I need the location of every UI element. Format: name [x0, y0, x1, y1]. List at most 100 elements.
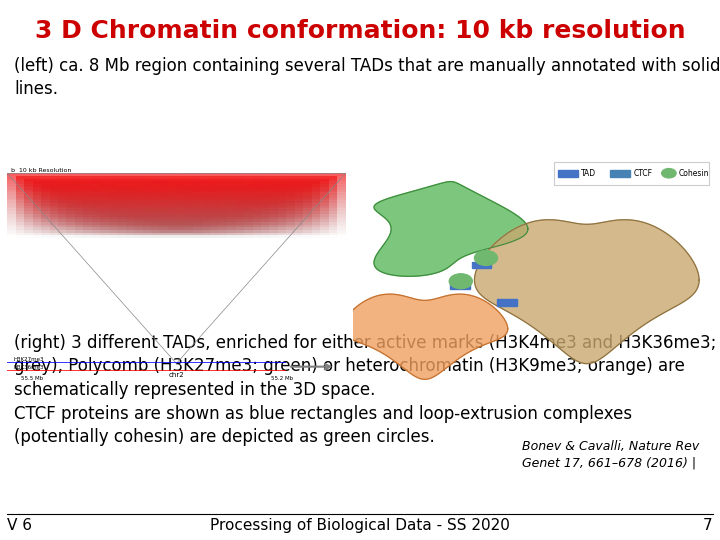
Bar — [168, 173, 176, 176]
Bar — [176, 206, 287, 208]
Bar — [219, 184, 261, 187]
Bar — [117, 238, 328, 241]
Bar — [24, 190, 84, 192]
Bar — [202, 187, 253, 190]
Bar — [16, 211, 143, 214]
Bar — [41, 208, 160, 211]
Bar — [7, 173, 16, 176]
Bar — [16, 252, 269, 254]
Bar — [202, 192, 269, 195]
Bar — [66, 187, 117, 190]
Bar — [235, 198, 320, 200]
Bar — [41, 173, 50, 176]
Bar — [151, 173, 159, 176]
Bar — [75, 252, 328, 254]
Bar — [269, 187, 320, 190]
Bar — [75, 200, 168, 203]
Bar — [75, 198, 160, 200]
Bar — [109, 238, 320, 241]
Bar — [160, 211, 287, 214]
Bar — [41, 268, 346, 271]
Bar — [219, 206, 328, 208]
Bar — [134, 200, 228, 203]
Bar — [160, 184, 202, 187]
Bar — [92, 195, 168, 198]
Bar — [261, 187, 312, 190]
Bar — [219, 176, 235, 179]
Bar — [202, 206, 312, 208]
Bar — [117, 195, 193, 198]
Bar — [50, 257, 320, 260]
Bar — [160, 200, 253, 203]
Bar — [303, 179, 328, 181]
Bar — [151, 198, 235, 200]
Bar — [185, 179, 210, 181]
Bar — [66, 176, 84, 179]
Bar — [16, 235, 219, 238]
Bar — [126, 181, 160, 184]
Bar — [32, 192, 100, 195]
Bar — [143, 206, 253, 208]
Bar — [185, 214, 320, 217]
Bar — [75, 214, 210, 217]
Bar — [32, 181, 66, 184]
Bar — [109, 217, 253, 219]
Bar — [160, 173, 168, 176]
Bar — [75, 241, 295, 244]
Bar — [75, 192, 143, 195]
Bar — [24, 271, 337, 273]
Bar — [24, 249, 269, 252]
Bar — [100, 241, 320, 244]
Bar — [210, 195, 287, 198]
Bar — [7, 254, 269, 257]
Bar — [185, 176, 202, 179]
Bar — [66, 195, 143, 198]
Bar — [41, 260, 320, 262]
Bar — [160, 198, 244, 200]
Bar — [24, 233, 219, 235]
Bar — [176, 208, 295, 211]
Bar — [235, 187, 287, 190]
Bar — [16, 249, 261, 252]
Bar — [16, 233, 210, 235]
Bar — [151, 233, 346, 235]
Bar — [16, 273, 337, 276]
Bar — [100, 238, 312, 241]
Bar — [41, 198, 125, 200]
Bar — [193, 176, 210, 179]
Bar — [193, 184, 235, 187]
Bar — [117, 233, 312, 235]
Bar — [84, 195, 160, 198]
Bar — [328, 173, 337, 176]
Bar — [7, 222, 168, 225]
Bar — [66, 225, 235, 227]
Bar — [50, 262, 337, 265]
Bar — [16, 225, 185, 227]
Bar — [278, 184, 320, 187]
Bar — [143, 208, 261, 211]
Bar — [117, 235, 320, 238]
Bar — [219, 195, 295, 198]
Bar — [126, 179, 151, 181]
Bar — [75, 206, 185, 208]
Bar — [168, 227, 346, 230]
Bar — [84, 176, 100, 179]
Text: Bonev & Cavalli, Nature Rev
Genet 17, 661–678 (2016) |: Bonev & Cavalli, Nature Rev Genet 17, 66… — [522, 440, 699, 469]
Bar — [58, 192, 126, 195]
Bar — [66, 181, 100, 184]
Bar — [58, 190, 117, 192]
Bar — [32, 227, 210, 230]
Bar — [269, 181, 303, 184]
Bar — [66, 244, 295, 246]
Bar — [109, 195, 185, 198]
Bar — [100, 227, 278, 230]
Bar — [185, 173, 193, 176]
Bar — [295, 179, 320, 181]
Bar — [253, 184, 295, 187]
Bar — [185, 219, 337, 222]
Bar — [16, 244, 244, 246]
Bar — [193, 203, 295, 206]
Bar — [210, 211, 337, 214]
Bar — [41, 225, 210, 227]
Bar — [58, 222, 219, 225]
